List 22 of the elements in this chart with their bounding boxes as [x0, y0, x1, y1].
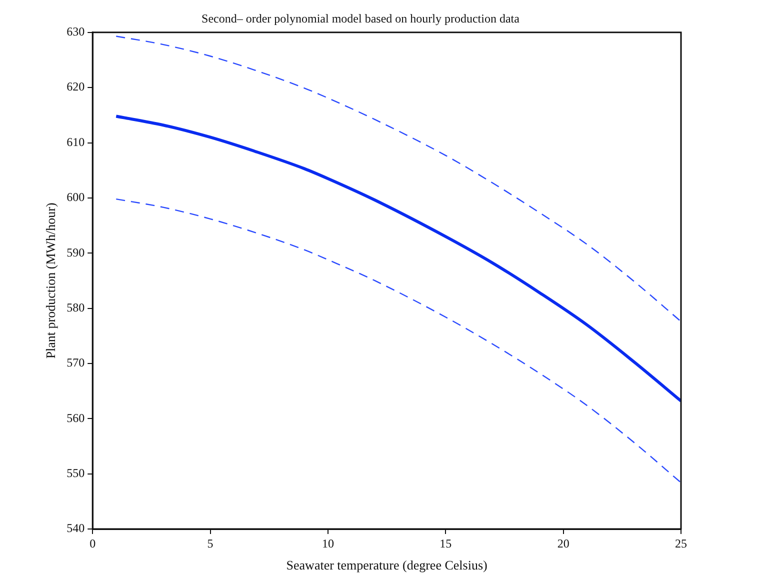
y-tick-label: 540: [66, 521, 85, 536]
x-tick-label: 5: [207, 536, 214, 550]
line-series: [116, 198, 681, 484]
x-tick-label: 25: [675, 536, 687, 550]
chart-title: Second– order polynomial model based on hourly production data: [202, 11, 520, 26]
y-axis-title: Plant production (MWh/hour): [43, 202, 58, 359]
y-tick-label: 630: [66, 24, 85, 39]
y-tick-label: 590: [66, 245, 85, 260]
x-axis-title: Seawater temperature (degree Celsius): [286, 558, 488, 573]
x-tick-label: 15: [440, 536, 452, 550]
x-tick-label: 0: [90, 536, 96, 550]
y-tick-label: 580: [66, 300, 85, 314]
x-tick-label: 20: [557, 536, 570, 550]
y-tick-label: 550: [66, 466, 85, 480]
y-tick-label: 570: [66, 356, 85, 370]
x-tick-label: 10: [322, 536, 334, 550]
y-tick-label: 600: [66, 190, 85, 204]
line-series: [116, 36, 681, 322]
y-tick-label: 620: [66, 80, 85, 94]
y-tick-label: 610: [66, 134, 85, 149]
line-series: [114, 114, 681, 402]
y-tick-label: 560: [66, 410, 85, 425]
